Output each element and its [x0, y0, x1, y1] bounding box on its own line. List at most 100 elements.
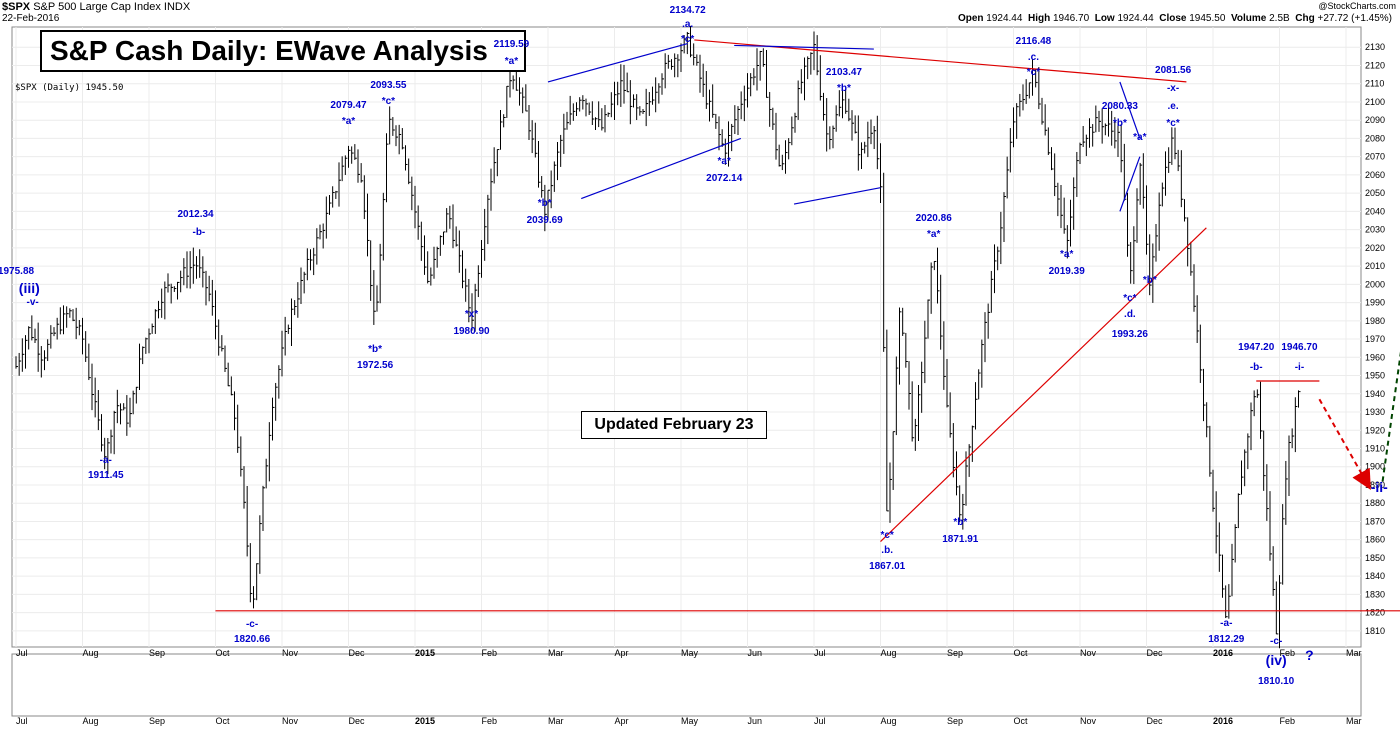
price-bar: [1263, 430, 1266, 491]
price-bar: [180, 270, 183, 293]
price-bar: [642, 109, 645, 114]
price-bar: [943, 321, 946, 390]
price-bar: [747, 73, 750, 108]
price-bar: [113, 410, 117, 455]
price-bar: [791, 116, 794, 146]
price-bar: [902, 307, 905, 336]
wave-label: (iv): [1265, 652, 1287, 669]
price-bar: [845, 88, 848, 114]
y-tick-label: 1940: [1365, 389, 1385, 399]
y-tick-label: 1820: [1365, 608, 1385, 618]
lower-x-axis: Jul Aug Sep Oct Nov Dec 2015 Feb Mar Apr May Jun Jul…: [16, 716, 1362, 726]
lower-x-tick-label: Sep: [149, 716, 165, 726]
price-bar: [376, 285, 379, 312]
price-bar: [332, 186, 335, 208]
price-bar: [363, 175, 367, 220]
price-bar: [275, 382, 278, 421]
wave-label: -b-: [192, 227, 206, 239]
price-bar: [471, 293, 474, 331]
chart-title: S&P Cash Daily: EWave Analysis: [40, 30, 526, 72]
price-bar: [908, 361, 911, 410]
price-bar: [1127, 192, 1130, 257]
price-bar: [620, 64, 623, 107]
price-bar: [699, 54, 702, 93]
wave-label: *x*: [464, 309, 479, 321]
price-bar: [1171, 127, 1174, 165]
price-bar: [240, 436, 243, 477]
y-tick-label: 1870: [1365, 516, 1385, 526]
wave-label: 2012.34: [177, 209, 214, 221]
price-bar: [819, 55, 823, 101]
lower-x-tick-label: Feb: [482, 716, 498, 726]
price-bar: [1269, 491, 1272, 561]
trend-line-triangle-lower: [793, 187, 881, 205]
trend-line-rising-trend: [880, 227, 1207, 542]
wave-label: (iii): [18, 279, 40, 296]
price-bar: [693, 43, 696, 66]
y-tick-label: 2120: [1365, 60, 1385, 70]
price-bar: [116, 389, 120, 424]
price-bar: [82, 317, 85, 355]
wave-label: *a*: [1060, 249, 1074, 261]
header-symbol-line: $SPX S&P 500 Large Cap Index INDX: [2, 1, 190, 13]
price-bar: [826, 98, 829, 152]
price-bar: [519, 77, 522, 106]
wave-label: .d.: [1124, 309, 1136, 321]
price-bar: [1098, 110, 1101, 132]
price-bar: [164, 281, 167, 320]
low-label: Low: [1094, 13, 1115, 24]
price-bar: [1247, 433, 1250, 470]
price-bar: [132, 390, 136, 415]
price-bar: [595, 117, 598, 131]
price-bar: [623, 64, 626, 104]
price-bar: [541, 176, 544, 198]
price-bar: [1165, 151, 1168, 196]
price-bar: [664, 53, 668, 89]
price-bar: [1104, 123, 1108, 136]
price-bar: [177, 281, 180, 300]
price-bar: [1225, 585, 1228, 619]
lower-x-tick-label: Dec: [1147, 716, 1164, 726]
price-bar: [788, 138, 791, 160]
price-bar: [335, 190, 338, 199]
price-bar: [313, 247, 316, 276]
price-bar: [598, 101, 601, 128]
y-tick-label: 2030: [1365, 225, 1385, 235]
lower-x-tick-label: Mar: [1346, 716, 1362, 726]
price-bar: [946, 358, 949, 408]
price-bar: [538, 141, 541, 188]
price-bar: [1009, 128, 1013, 173]
price-bar: [281, 330, 284, 377]
price-bar: [633, 94, 636, 108]
wave-label: 1871.91: [942, 533, 979, 545]
price-bar: [234, 391, 237, 431]
price-bar: [446, 208, 449, 233]
price-bar: [1114, 117, 1117, 149]
wave-label: -a-: [1220, 617, 1233, 629]
price-bar: [1212, 469, 1215, 512]
lower-x-tick-label: Aug: [83, 716, 99, 726]
price-bar: [265, 458, 269, 489]
price-bar: [924, 320, 927, 384]
price-bar: [937, 247, 940, 304]
price-bar: [436, 246, 440, 268]
price-bar: [338, 162, 341, 207]
wave-label: 2081.56: [1155, 64, 1192, 76]
price-bar: [139, 343, 142, 390]
price-bar: [775, 112, 778, 160]
price-bar: [610, 92, 614, 118]
price-bar: [15, 356, 18, 369]
price-bar: [582, 95, 585, 110]
price-bar: [690, 25, 693, 58]
price-bar: [864, 141, 867, 154]
price-bar: [63, 305, 66, 335]
wave-label: 1947.20: [1238, 342, 1275, 354]
price-bar: [1060, 185, 1063, 229]
price-bar: [161, 288, 164, 318]
price-bar: [702, 63, 706, 97]
price-bar: [306, 248, 310, 281]
price-bar: [652, 86, 655, 105]
price-bar: [148, 328, 151, 354]
price-bar: [398, 124, 402, 155]
price-bar: [816, 35, 820, 76]
